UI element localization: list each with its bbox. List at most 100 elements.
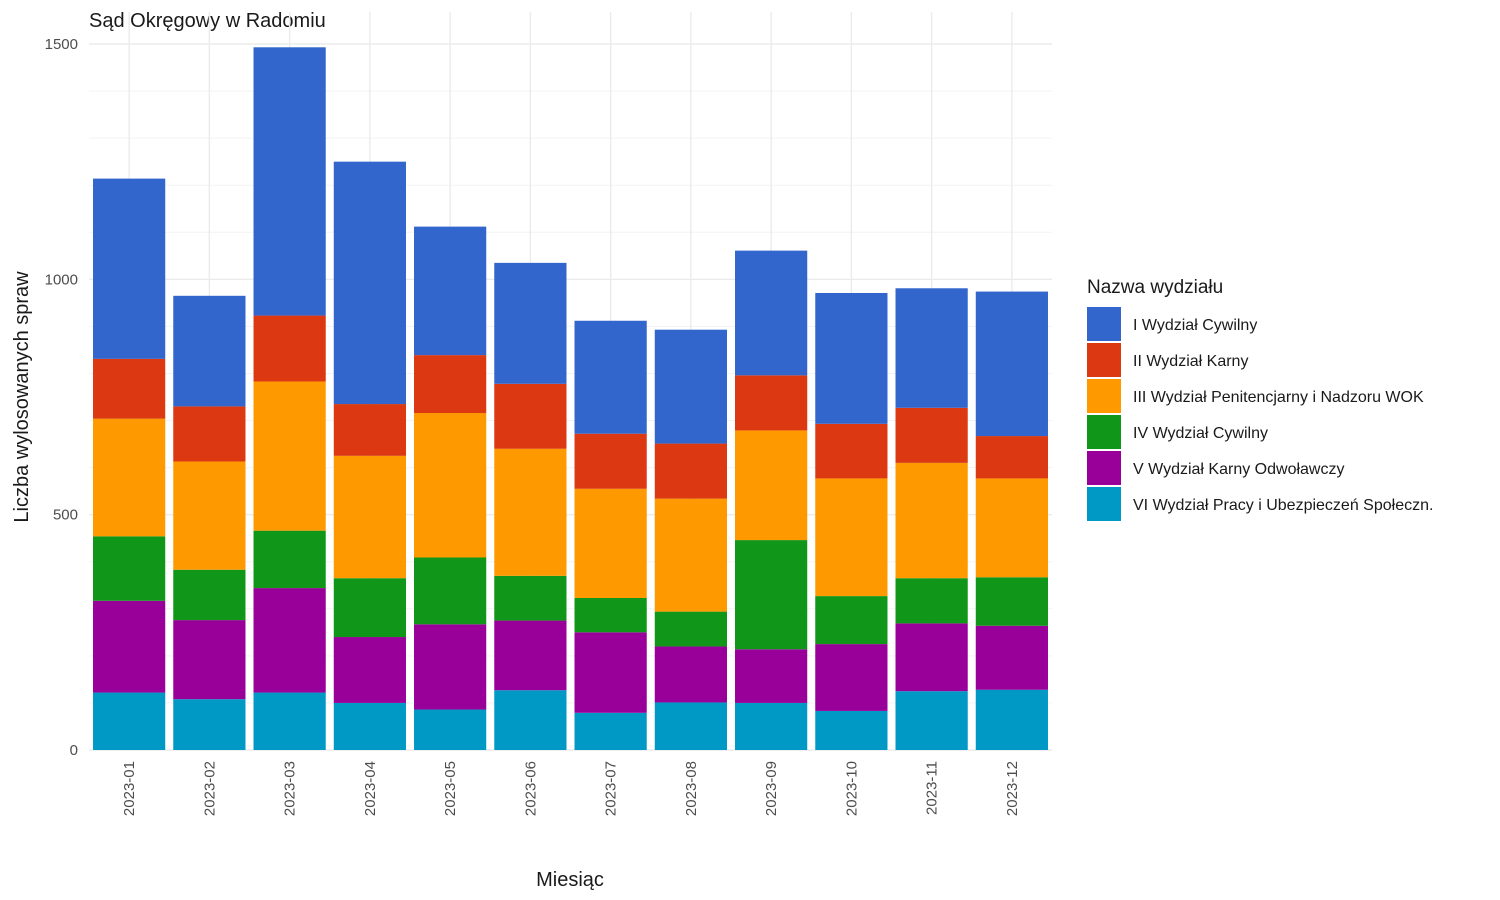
bar-segment: [574, 597, 647, 633]
bar-segment: [574, 320, 647, 434]
bar-segment: [173, 620, 246, 700]
bar-segment: [654, 646, 727, 703]
bar-segment: [815, 710, 888, 750]
x-tick-label: 2023-06: [522, 761, 539, 816]
bar-segment: [895, 407, 968, 463]
bar-segment: [253, 692, 326, 750]
bar-segment: [93, 536, 166, 601]
legend-label: V Wydział Karny Odwoławczy: [1133, 461, 1344, 478]
bar-segment: [574, 712, 647, 750]
bar-segment: [975, 478, 1048, 578]
legend-label: I Wydział Cywilny: [1133, 317, 1257, 334]
y-tick-label: 1000: [45, 271, 78, 288]
bar-segment: [654, 498, 727, 612]
legend-swatch: [1087, 415, 1121, 449]
bar-segment: [574, 488, 647, 598]
bar-segment: [574, 632, 647, 713]
legend-swatch: [1087, 379, 1121, 413]
legend-label: III Wydział Penitencjarny i Nadzoru WOK: [1133, 389, 1424, 406]
bar-segment: [735, 702, 808, 750]
bar-segment: [654, 443, 727, 499]
bar-segment: [93, 358, 166, 419]
bar-segment: [414, 709, 487, 750]
bar-segment: [735, 540, 808, 650]
legend-swatch: [1087, 307, 1121, 341]
bar-segment: [173, 406, 246, 462]
bar-segment: [654, 329, 727, 444]
bar-segment: [494, 262, 567, 384]
bar-segment: [333, 404, 406, 456]
bar-segment: [895, 288, 968, 408]
bar-segment: [414, 413, 487, 558]
legend-label: VI Wydział Pracy i Ubezpieczeń Społeczn.: [1133, 497, 1433, 514]
bar-segment: [494, 620, 567, 691]
bar-segment: [735, 250, 808, 376]
bar-segment: [414, 226, 487, 356]
bar-segment: [895, 578, 968, 624]
bar-segment: [895, 462, 968, 579]
bar-segment: [654, 702, 727, 750]
bar-segment: [93, 600, 166, 693]
x-tick-label: 2023-07: [603, 761, 620, 816]
bar-segment: [494, 383, 567, 449]
bar-segment: [333, 161, 406, 405]
bar-segment: [494, 690, 567, 750]
bar-segment: [975, 436, 1048, 479]
bar-segment: [815, 644, 888, 711]
bar-segment: [815, 478, 888, 597]
bar-segment: [574, 433, 647, 489]
bar-segment: [414, 355, 487, 414]
bar-segment: [173, 295, 246, 407]
bar-segment: [975, 291, 1048, 437]
legend-label: II Wydział Karny: [1133, 353, 1248, 370]
bar-segment: [333, 455, 406, 579]
bar-segment: [333, 578, 406, 638]
bar-segment: [654, 611, 727, 647]
bar-segment: [93, 418, 166, 537]
bar-segment: [735, 375, 808, 431]
x-tick-label: 2023-04: [362, 761, 379, 816]
bar-segment: [253, 530, 326, 589]
bar-segment: [253, 588, 326, 693]
bar-segment: [494, 448, 567, 576]
bar-segment: [414, 624, 487, 710]
bar-segment: [895, 691, 968, 750]
x-tick-label: 2023-05: [442, 761, 459, 816]
bar-segment: [815, 292, 888, 424]
x-tick-label: 2023-10: [843, 761, 860, 816]
x-tick-label: 2023-02: [201, 761, 218, 816]
bar-segment: [895, 623, 968, 692]
bar-segment: [173, 699, 246, 750]
bar-segment: [815, 423, 888, 479]
x-tick-label: 2023-03: [282, 761, 299, 816]
x-tick-label: 2023-09: [763, 761, 780, 816]
bar-segment: [333, 637, 406, 703]
bar-segment: [333, 702, 406, 750]
x-axis-ticks: 2023-01 2023-02 2023-03 2023-04 2023-05 2023-…: [121, 761, 1021, 816]
bar-segment: [93, 178, 166, 359]
y-tick-label: 1500: [45, 36, 78, 53]
bar-segment: [253, 315, 326, 382]
bar-segment: [975, 625, 1048, 690]
x-tick-label: 2023-01: [121, 761, 138, 816]
bar-segment: [815, 596, 888, 645]
x-tick-label: 2023-12: [1004, 761, 1021, 816]
bar-segment: [975, 577, 1048, 626]
bar-segment: [414, 557, 487, 625]
x-tick-label: 2023-08: [683, 761, 700, 816]
legend-swatch: [1087, 343, 1121, 377]
y-axis-ticks: 0 500 1000 1500: [45, 36, 78, 759]
chart-title: Sąd Okręgowy w Radomiu: [89, 10, 326, 32]
x-axis-title: Miesiąc: [536, 869, 604, 891]
bar-segment: [735, 649, 808, 703]
legend-swatch: [1087, 487, 1121, 521]
bars: [93, 47, 1048, 750]
legend-swatch: [1087, 451, 1121, 485]
legend: Nazwa wydziału I Wydział Cywilny II Wydzi…: [1087, 277, 1433, 521]
legend-title: Nazwa wydziału: [1087, 277, 1223, 298]
bar-segment: [173, 569, 246, 621]
y-tick-label: 0: [70, 742, 78, 759]
y-axis-title: Liczba wylosowanych spraw: [11, 271, 33, 523]
y-tick-label: 500: [53, 507, 78, 524]
